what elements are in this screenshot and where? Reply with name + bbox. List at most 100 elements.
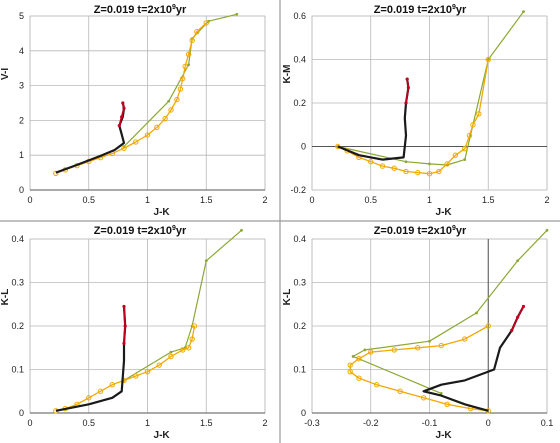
data-point-green: [522, 10, 525, 14]
x-tick-label: -0.3: [304, 418, 320, 428]
data-point-red: [510, 328, 514, 332]
x-tick-label: 1: [427, 195, 432, 205]
data-point-green: [428, 162, 431, 166]
y-tick-label: 0: [19, 185, 24, 195]
x-tick-label: 1.5: [200, 195, 213, 205]
x-tick-label: 2: [262, 195, 267, 205]
data-point-green: [404, 160, 408, 164]
chart-panel-3: 0 0.5 1 1.5 2 0 0.1 0.2 0.3 0.4 J-K K-L Z=0.019 t=2x…: [0, 225, 268, 441]
y-axis-label: K-L: [0, 289, 11, 306]
data-point-green: [439, 392, 443, 395]
series-line-green: [123, 229, 242, 381]
x-tick-label: 0.1: [541, 418, 554, 428]
data-point-orange: [133, 139, 139, 145]
data-point-red: [516, 315, 520, 319]
data-point-orange: [420, 395, 427, 401]
x-axis-label: J-K: [436, 430, 453, 441]
chart-panel-2: 0 0.5 1 1.5 2-0.200.20.40.6J-KK-MZ=0.019 t=2…: [282, 4, 550, 218]
data-point-orange: [415, 169, 421, 176]
data-point-orange: [462, 145, 468, 152]
chart-panel-1: 0 0.5 1 1.5 2 0 1 2 3 4 5 J-K V-I Z=0.019 t=2x109yr: [0, 4, 268, 218]
x-tick-label: 1: [145, 195, 150, 205]
series-line-green: [123, 13, 237, 147]
y-tick-label: 0.2: [293, 321, 306, 331]
y-axis-label: K-M: [282, 65, 293, 84]
series-line-red: [118, 102, 125, 126]
data-point-orange: [470, 122, 476, 128]
data-point-orange: [373, 382, 380, 388]
data-point-orange: [133, 373, 139, 379]
x-tick-label: 0: [27, 195, 32, 205]
chart-title: Z=0.019 t=2x109yr: [374, 225, 467, 237]
data-point-orange: [436, 168, 442, 175]
data-point-orange: [203, 20, 209, 26]
data-point-green: [363, 348, 367, 352]
data-point-orange: [154, 124, 160, 131]
data-point-orange: [368, 349, 374, 355]
data-point-orange: [403, 168, 409, 175]
x-tick-label: 0.5: [364, 195, 377, 205]
series-line-orange: [337, 59, 489, 175]
data-point-red: [406, 86, 410, 90]
x-tick-label: 1.5: [200, 418, 213, 428]
data-point-orange: [144, 368, 151, 375]
chart-title: Z=0.019 t=2x109yr: [374, 4, 467, 16]
y-tick-label: 0.1: [11, 365, 24, 375]
series-line-orange: [349, 325, 489, 412]
data-point-orange: [144, 132, 151, 138]
y-tick-label: -0.2: [290, 185, 306, 195]
data-point-orange: [347, 368, 353, 375]
y-tick-label: 0.6: [293, 11, 306, 21]
y-tick-label: 3: [19, 81, 24, 91]
data-point-orange: [379, 163, 386, 169]
chart-title: Z=0.019 t=2x109yr: [94, 225, 187, 237]
data-point-red: [405, 77, 409, 81]
data-point-orange: [466, 132, 473, 139]
data-point-orange: [485, 56, 491, 63]
data-point-orange: [86, 395, 92, 401]
chart-title: Z=0.019 t=2x109yr: [94, 4, 187, 16]
data-point-orange: [347, 362, 353, 368]
data-point-red: [121, 101, 125, 105]
data-point-orange: [189, 336, 195, 342]
data-point-orange: [462, 336, 468, 342]
data-point-orange: [156, 362, 162, 368]
data-point-orange: [174, 96, 180, 103]
y-tick-label: 0: [19, 408, 24, 418]
data-point-orange: [391, 165, 397, 171]
data-point-red: [122, 106, 126, 110]
data-point-green: [187, 63, 191, 67]
data-point-red: [117, 124, 121, 128]
x-tick-label: 2: [262, 418, 267, 428]
x-tick-label: 0.5: [82, 195, 95, 205]
x-tick-label: -0.1: [422, 418, 438, 428]
data-point-orange: [97, 388, 104, 394]
x-tick-label: 0: [486, 418, 491, 428]
x-axis-label: J-K: [436, 207, 453, 218]
data-point-orange: [189, 37, 195, 44]
y-tick-label: 0.4: [293, 55, 306, 65]
y-tick-label: 0.2: [293, 98, 306, 108]
y-tick-label: 4: [19, 46, 24, 56]
data-point-red: [521, 304, 526, 309]
data-point-orange: [121, 145, 127, 151]
x-tick-label: -0.2: [363, 418, 379, 428]
x-axis-label: J-K: [154, 207, 171, 218]
data-point-green: [167, 99, 171, 103]
y-tick-label: 0.1: [293, 365, 306, 375]
y-tick-label: 0.3: [293, 278, 306, 288]
data-point-green: [204, 259, 208, 263]
y-axis-label: K-L: [282, 289, 293, 306]
data-point-orange: [182, 63, 188, 70]
y-tick-label: 0.2: [11, 321, 24, 331]
data-point-orange: [177, 86, 184, 92]
data-point-orange: [180, 347, 186, 353]
x-tick-label: 1: [145, 418, 150, 428]
y-axis-label: V-I: [0, 68, 11, 80]
data-point-orange: [180, 75, 186, 82]
data-point-green: [169, 350, 173, 354]
data-point-red: [122, 341, 126, 345]
y-tick-label: 2: [19, 115, 24, 125]
data-point-orange: [53, 170, 59, 176]
